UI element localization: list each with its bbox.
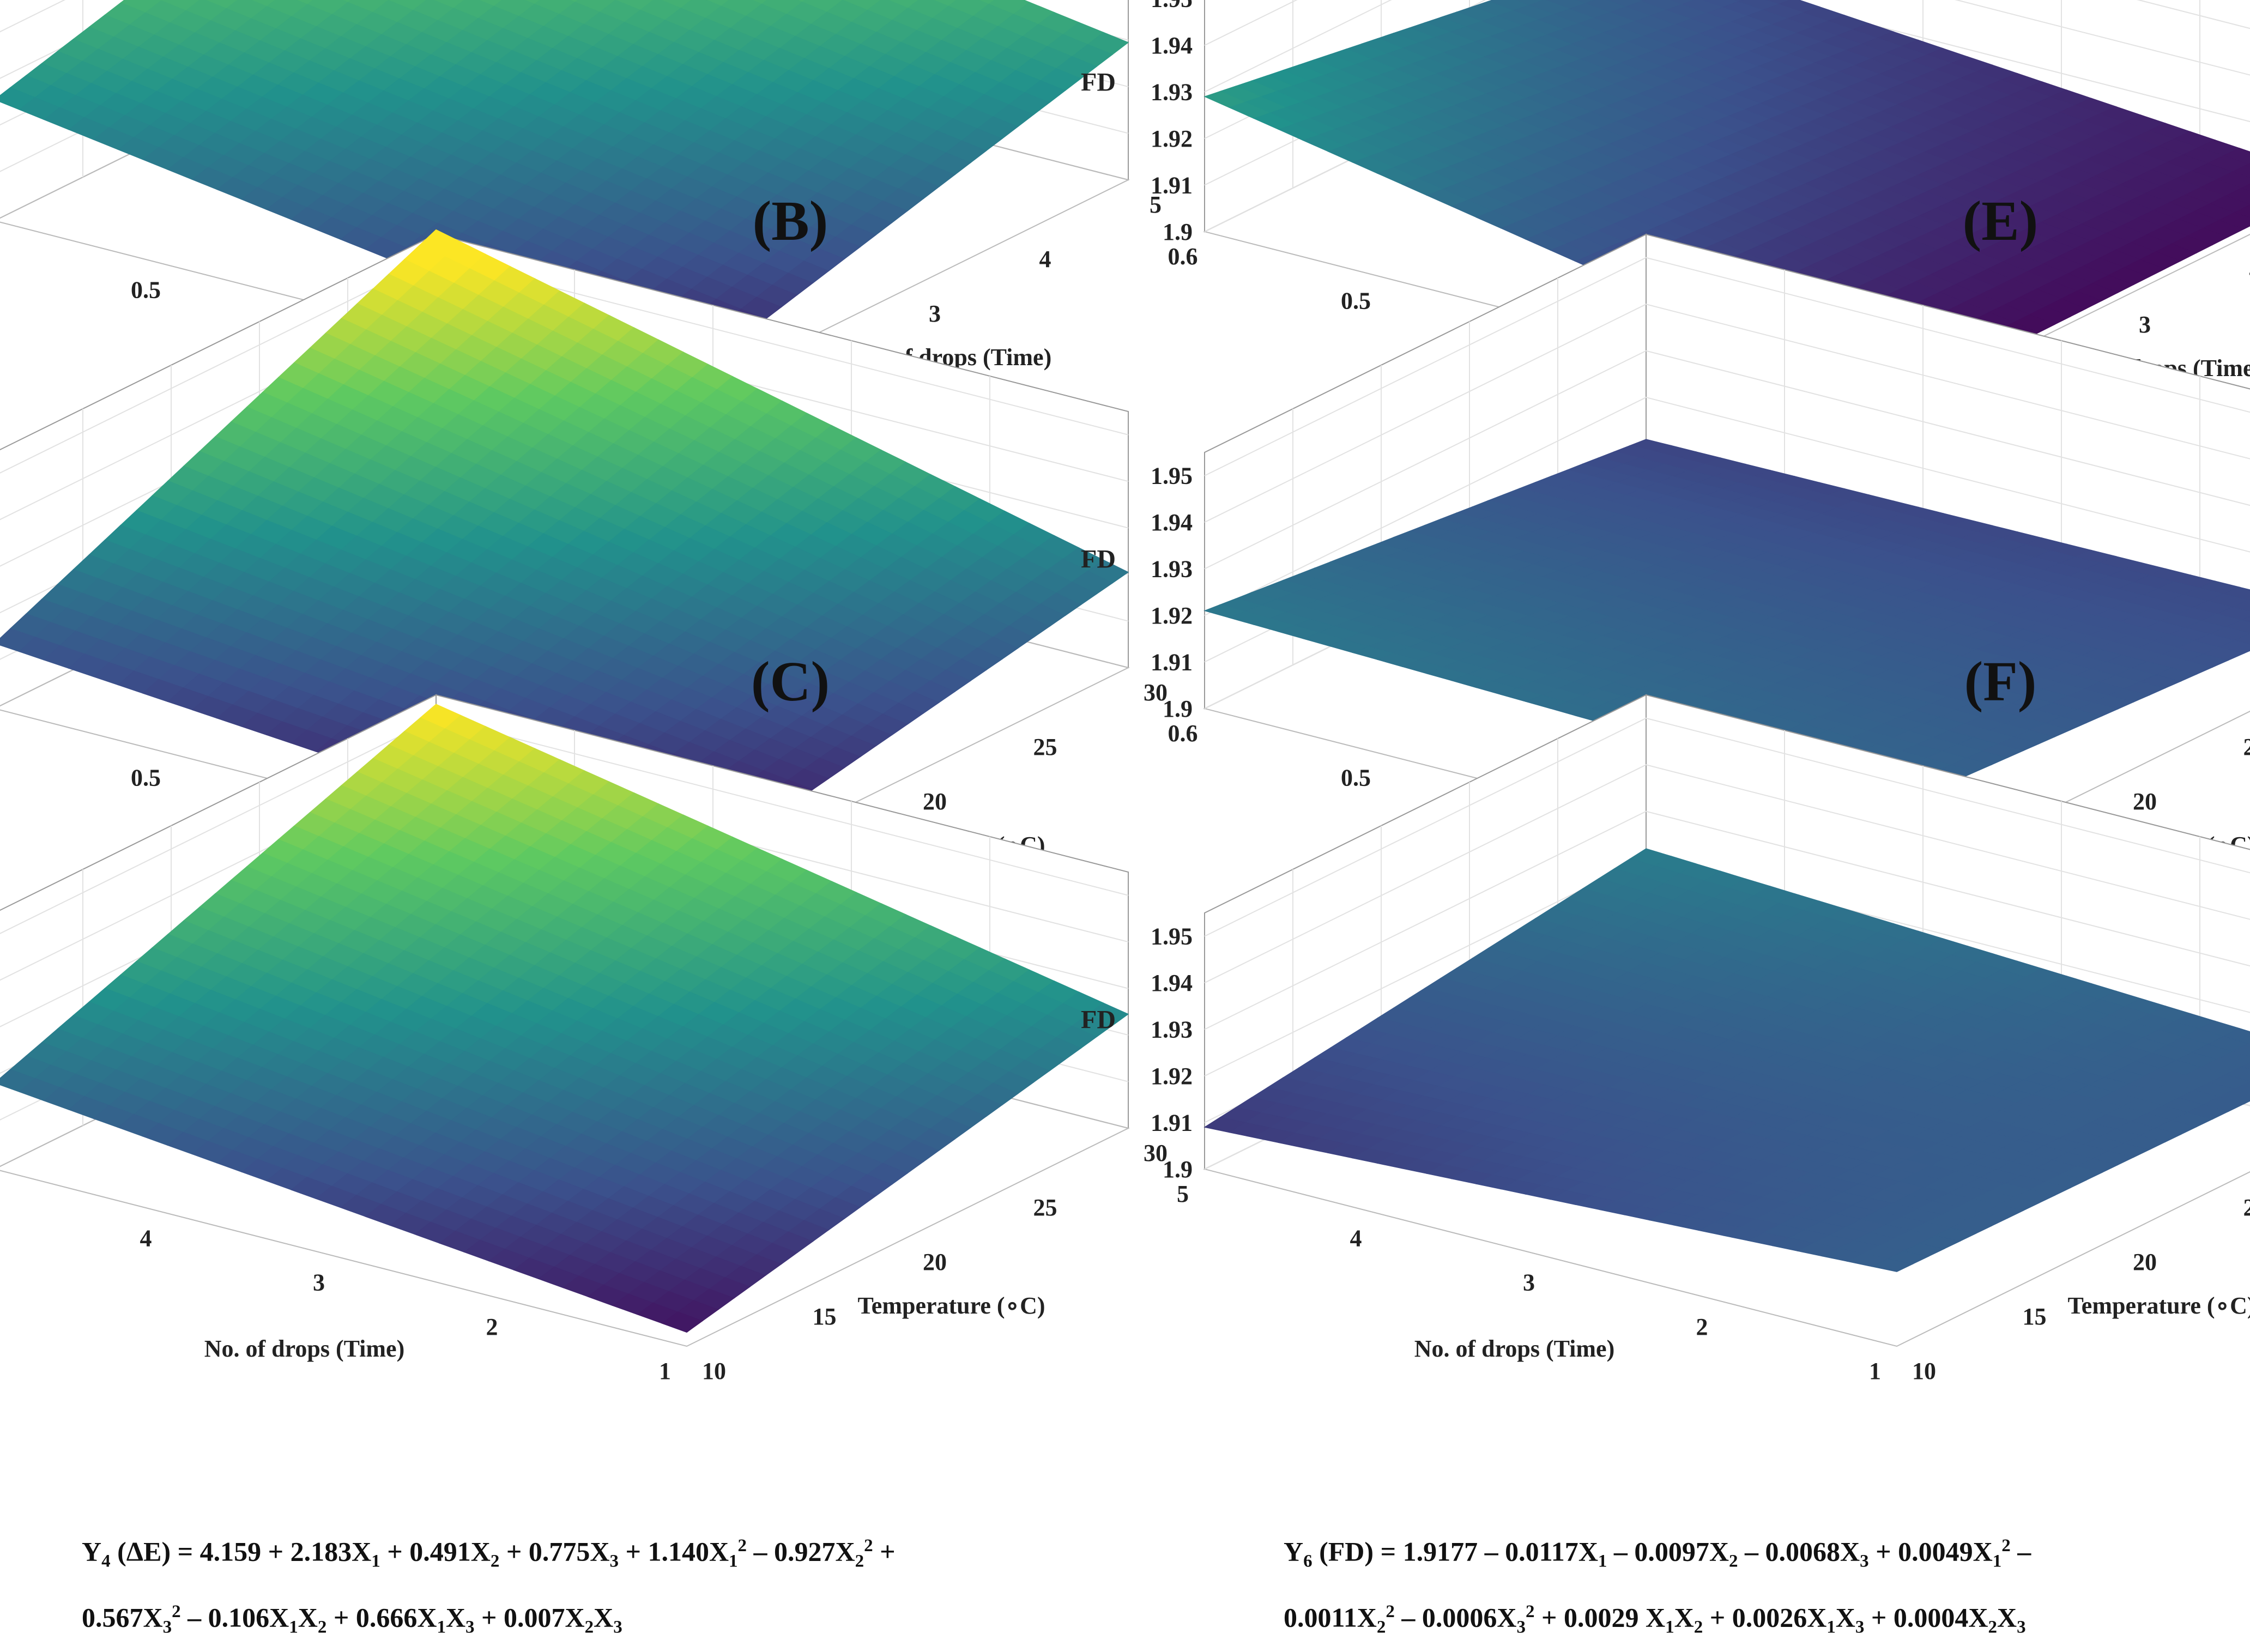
panel-label: (B) <box>753 190 828 252</box>
y-tick-label: 10 <box>1912 1358 1936 1384</box>
surface-plot-c: 246810543211015202530ΔENo. of drops (Tim… <box>0 650 1168 1384</box>
z-tick-label: 1.92 <box>1151 125 1193 152</box>
y-axis-label: Temperature (∘C) <box>2067 1292 2250 1319</box>
x-tick-label: 1 <box>659 1358 671 1384</box>
z-tick-label: 1.95 <box>1151 0 1193 13</box>
x-tick-label: 4 <box>1350 1225 1362 1251</box>
figure-canvas: 2468100.60.50.40.30.212345ΔEHeight (m)No… <box>0 0 2250 1515</box>
x-tick-label: 1 <box>1869 1358 1881 1384</box>
x-tick-label: 5 <box>1177 1181 1189 1207</box>
x-tick-label: 0.5 <box>1341 764 1371 791</box>
x-tick-label: 0.5 <box>131 276 161 303</box>
panel-label: (C) <box>751 650 830 713</box>
x-tick-label: 3 <box>313 1269 325 1296</box>
y-tick-label: 20 <box>923 788 947 815</box>
z-tick-label: 1.93 <box>1151 1016 1193 1043</box>
z-tick-label: 1.91 <box>1151 1110 1193 1136</box>
equation-fd: Y6 (FD) = 1.9177 – 0.0117X1 – 0.0097X2 –… <box>1284 1521 2243 1652</box>
y-tick-label: 3 <box>929 300 941 327</box>
z-tick-label: 1.94 <box>1151 970 1193 996</box>
y-tick-label: 3 <box>2139 311 2151 338</box>
z-tick-label: 1.95 <box>1151 463 1193 489</box>
z-axis-label: FD <box>1081 545 1116 574</box>
z-axis-label: FD <box>1081 1006 1116 1034</box>
x-tick-label: 0.5 <box>1341 287 1371 314</box>
z-tick-label: 1.9 <box>1163 695 1193 722</box>
regression-equations: Y4 (ΔE) = 4.159 + 2.183X1 + 0.491X2 + 0.… <box>0 1515 2250 1642</box>
x-tick-label: 4 <box>140 1225 152 1251</box>
surface-plot-f: 1.91.911.921.931.941.95543211015202530FD… <box>1081 650 2250 1384</box>
y-tick-label: 4 <box>1039 246 1051 273</box>
x-tick-label: 3 <box>1523 1269 1535 1296</box>
x-tick-label: 2 <box>486 1314 498 1340</box>
x-tick-label: 0.5 <box>131 764 161 791</box>
y-tick-label: 15 <box>813 1303 837 1330</box>
z-tick-label: 1.95 <box>1151 923 1193 950</box>
equation-delta-e: Y4 (ΔE) = 4.159 + 2.183X1 + 0.491X2 + 0.… <box>82 1521 1117 1652</box>
z-tick-label: 1.94 <box>1151 509 1193 536</box>
y-tick-label: 10 <box>702 1358 726 1384</box>
z-tick-label: 1.91 <box>1151 172 1193 199</box>
y-tick-label: 20 <box>923 1249 947 1275</box>
y-tick-label: 25 <box>1033 1194 1057 1221</box>
z-tick-label: 1.92 <box>1151 1063 1193 1090</box>
z-tick-label: 1.9 <box>1163 219 1193 245</box>
z-tick-label: 1.93 <box>1151 556 1193 583</box>
y-tick-label: 15 <box>2023 1303 2047 1330</box>
y-tick-label: 20 <box>2133 1249 2157 1275</box>
x-tick-label: 2 <box>1696 1314 1708 1340</box>
z-axis-label: FD <box>1081 68 1116 97</box>
y-tick-label: 25 <box>2243 1194 2250 1221</box>
z-tick-label: 1.92 <box>1151 602 1193 629</box>
x-tick-label: 0.6 <box>1168 243 1198 270</box>
panel-label: (E) <box>1963 190 2039 252</box>
surface <box>0 704 1128 1332</box>
x-axis-label: No. of drops (Time) <box>204 1335 405 1362</box>
z-tick-label: 1.9 <box>1163 1156 1193 1183</box>
panel-label: (F) <box>1964 650 2037 713</box>
z-tick-label: 1.91 <box>1151 649 1193 676</box>
x-axis-label: No. of drops (Time) <box>1414 1335 1615 1362</box>
y-axis-label: Temperature (∘C) <box>857 1292 1045 1319</box>
z-tick-label: 1.93 <box>1151 79 1193 106</box>
y-tick-label: 20 <box>2133 788 2157 815</box>
x-tick-label: 0.6 <box>1168 720 1198 747</box>
z-tick-label: 1.94 <box>1151 32 1193 59</box>
y-tick-label: 25 <box>2243 734 2250 760</box>
y-tick-label: 25 <box>1033 734 1057 760</box>
